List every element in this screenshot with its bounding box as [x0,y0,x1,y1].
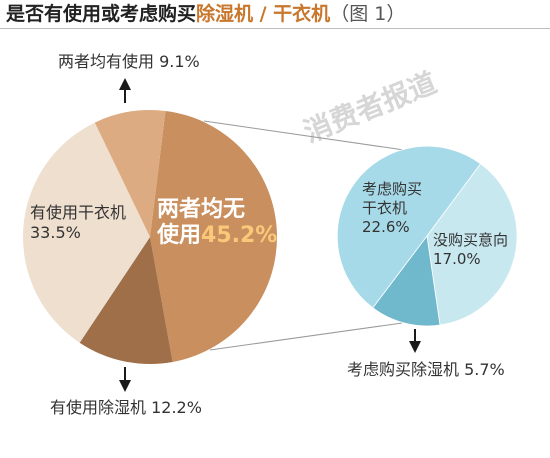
main-pie-slice-3 [94,110,166,237]
slice-label: 两者均无 使用 [157,197,246,248]
arrow-up-icon [119,78,131,103]
data-label-dryer-used: 有使用干衣机 33.5% [30,203,126,243]
title-figure-number: （图 1） [330,3,406,25]
secondary-pie-slice-0 [336,145,482,309]
slice-label: 有使用干衣机 [30,203,127,222]
slice-value: 5.7% [464,360,505,379]
main-pie-slice-2 [23,122,150,343]
main-pie [23,110,277,364]
main-pie-slice-0 [150,110,277,362]
data-label-consider-dryer: 考虑购买 干衣机 22.6% [362,180,422,237]
slice-label: 考虑购买除湿机 [347,360,460,379]
title-rule [0,28,550,29]
slice-value: 12.2% [151,398,202,417]
arrow-down-icon [119,367,131,392]
secondary-pie-slice-2 [372,234,441,327]
slice-value: 17.0% [433,250,481,268]
slice-label: 考虑购买 干衣机 [362,180,423,217]
slice-value: 22.6% [362,218,410,236]
connector-line-bottom [209,322,403,351]
slice-label: 有使用除湿机 [50,398,147,417]
chart-title: 是否有使用或考虑购买除湿机 / 干衣机（图 1） [6,2,405,26]
connector-line-top [203,120,405,151]
watermark: 消费者报道 [299,66,441,149]
data-label-both-used: 两者均有使用 9.1% [58,52,200,72]
title-highlight: 除湿机 / 干衣机 [196,3,331,25]
slice-label: 没购买意向 [433,231,509,249]
data-label-neither-used: 两者均无 使用45.2% [157,197,277,249]
title-main: 是否有使用或考虑购买 [6,3,197,25]
arrow-down-icon [409,329,421,353]
data-label-dehumidifier-used: 有使用除湿机 12.2% [50,398,202,418]
slice-label: 两者均有使用 [58,52,155,71]
slice-value: 45.2% [201,223,278,248]
data-label-no-intention: 没购买意向 17.0% [433,231,508,269]
secondary-pie-slice-1 [426,163,518,326]
slice-value: 9.1% [159,52,200,71]
secondary-pie [336,145,518,327]
data-label-consider-dehumidifier: 考虑购买除湿机 5.7% [347,360,505,380]
slice-value: 33.5% [30,223,81,242]
main-pie-slice-1 [79,237,173,364]
